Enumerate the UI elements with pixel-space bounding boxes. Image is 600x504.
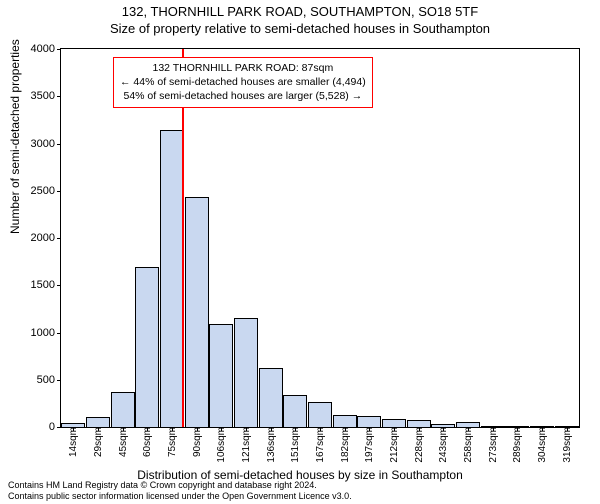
x-tick-label: 289sqm bbox=[511, 427, 523, 463]
histogram-bar bbox=[135, 267, 159, 427]
histogram-bar bbox=[308, 402, 332, 427]
x-tick-label: 60sqm bbox=[141, 427, 153, 457]
histogram-bar bbox=[357, 416, 381, 427]
histogram-bar bbox=[333, 415, 357, 427]
y-tick-mark bbox=[57, 144, 61, 145]
x-tick-label: 197sqm bbox=[363, 427, 375, 463]
footer-line2: Contains public sector information licen… bbox=[8, 491, 352, 502]
x-tick-mark bbox=[542, 427, 543, 431]
histogram-bar bbox=[160, 130, 184, 427]
x-tick-mark bbox=[345, 427, 346, 431]
y-tick-mark bbox=[57, 285, 61, 286]
x-tick-mark bbox=[468, 427, 469, 431]
histogram-bar bbox=[209, 324, 233, 427]
y-tick-mark bbox=[57, 427, 61, 428]
x-tick-mark bbox=[493, 427, 494, 431]
histogram-bar bbox=[382, 419, 406, 428]
annotation-box: 132 THORNHILL PARK ROAD: 87sqm ← 44% of … bbox=[113, 57, 373, 108]
x-tick-label: 243sqm bbox=[437, 427, 449, 463]
annotation-line2: ← 44% of semi-detached houses are smalle… bbox=[120, 75, 366, 89]
chart-title-main: 132, THORNHILL PARK ROAD, SOUTHAMPTON, S… bbox=[0, 4, 600, 19]
histogram-bar bbox=[283, 395, 307, 427]
x-tick-label: 319sqm bbox=[561, 427, 573, 463]
x-tick-label: 14sqm bbox=[67, 427, 79, 457]
x-tick-mark bbox=[172, 427, 173, 431]
y-tick-mark bbox=[57, 238, 61, 239]
x-tick-label: 121sqm bbox=[240, 427, 252, 463]
x-tick-label: 151sqm bbox=[289, 427, 301, 463]
x-tick-mark bbox=[221, 427, 222, 431]
histogram-bar bbox=[86, 417, 110, 427]
x-tick-mark bbox=[98, 427, 99, 431]
x-tick-label: 136sqm bbox=[265, 427, 277, 463]
footer-line1: Contains HM Land Registry data © Crown c… bbox=[8, 480, 352, 491]
x-tick-mark bbox=[246, 427, 247, 431]
x-tick-label: 273sqm bbox=[487, 427, 499, 463]
x-tick-label: 167sqm bbox=[314, 427, 326, 463]
x-tick-label: 45sqm bbox=[117, 427, 129, 457]
x-tick-label: 212sqm bbox=[388, 427, 400, 463]
x-tick-label: 304sqm bbox=[536, 427, 548, 463]
x-tick-label: 258sqm bbox=[462, 427, 474, 463]
annotation-line3: 54% of semi-detached houses are larger (… bbox=[120, 89, 366, 103]
histogram-bar bbox=[407, 420, 431, 427]
x-tick-mark bbox=[443, 427, 444, 431]
x-tick-label: 90sqm bbox=[191, 427, 203, 457]
chart-title-sub: Size of property relative to semi-detach… bbox=[0, 21, 600, 36]
y-axis-label: Number of semi-detached properties bbox=[8, 39, 22, 234]
x-tick-mark bbox=[123, 427, 124, 431]
histogram-bar bbox=[185, 197, 209, 427]
x-tick-label: 75sqm bbox=[166, 427, 178, 457]
x-tick-mark bbox=[73, 427, 74, 431]
x-tick-mark bbox=[147, 427, 148, 431]
x-tick-mark bbox=[394, 427, 395, 431]
y-tick-mark bbox=[57, 191, 61, 192]
chart-footer: Contains HM Land Registry data © Crown c… bbox=[8, 480, 352, 502]
histogram-bar bbox=[259, 368, 283, 427]
x-tick-label: 106sqm bbox=[215, 427, 227, 463]
y-tick-mark bbox=[57, 380, 61, 381]
x-tick-mark bbox=[567, 427, 568, 431]
annotation-line1: 132 THORNHILL PARK ROAD: 87sqm bbox=[120, 61, 366, 75]
y-tick-mark bbox=[57, 96, 61, 97]
x-tick-mark bbox=[271, 427, 272, 431]
x-tick-label: 228sqm bbox=[413, 427, 425, 463]
x-tick-mark bbox=[295, 427, 296, 431]
x-tick-label: 182sqm bbox=[339, 427, 351, 463]
y-tick-mark bbox=[57, 49, 61, 50]
y-tick-mark bbox=[57, 333, 61, 334]
x-tick-mark bbox=[419, 427, 420, 431]
histogram-bar bbox=[234, 318, 258, 427]
histogram-bar bbox=[111, 392, 135, 427]
x-tick-label: 29sqm bbox=[92, 427, 104, 457]
x-tick-mark bbox=[517, 427, 518, 431]
x-tick-mark bbox=[320, 427, 321, 431]
x-tick-mark bbox=[197, 427, 198, 431]
x-tick-mark bbox=[369, 427, 370, 431]
chart-plot-area: 0500100015002000250030003500400014sqm29s… bbox=[60, 48, 580, 428]
